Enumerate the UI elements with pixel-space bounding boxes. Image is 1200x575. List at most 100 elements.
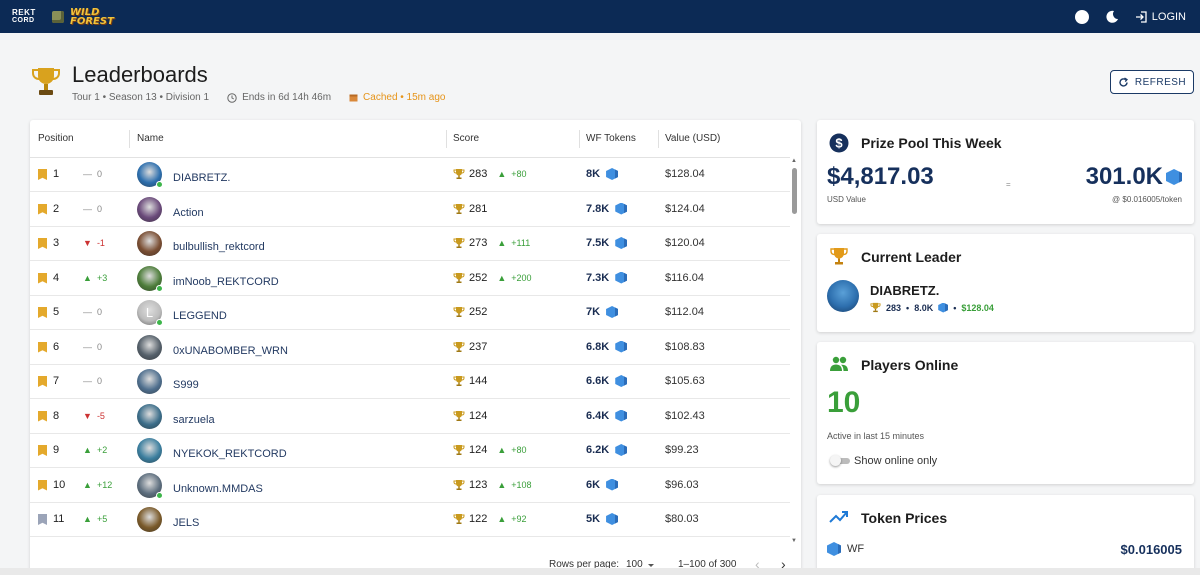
scroll-up-arrow-icon[interactable]: ▲ <box>791 158 797 164</box>
column-header-value-usd[interactable]: Value (USD) <box>665 133 721 144</box>
rank-change-arrow-icon: — <box>83 307 92 317</box>
table-scrollbar-thumb[interactable] <box>792 168 797 214</box>
table-row[interactable]: 4 ▲ +3 imNoob_REKTCORD 252 ▲ +200 7.3K $116.04 <box>30 262 790 296</box>
player-name[interactable]: NYEKOK_REKTCORD <box>173 448 287 460</box>
tokens-value: 7.3K <box>586 271 610 284</box>
avatar-initial: L <box>145 305 154 320</box>
rank-medal-icon <box>38 479 47 491</box>
player-name[interactable]: JELS <box>173 517 200 529</box>
rank-change-arrow-icon: ▲ <box>83 479 92 490</box>
column-header-score[interactable]: Score <box>453 133 480 144</box>
table-row[interactable]: 5 — 0 L LEGGEND 252 7K $112.04 <box>30 296 790 330</box>
svg-text:$: $ <box>835 136 843 151</box>
trophy-icon <box>453 169 465 179</box>
trophy-icon <box>453 445 465 455</box>
next-page-button[interactable]: › <box>781 556 786 572</box>
avatar[interactable] <box>137 334 162 360</box>
player-name[interactable]: imNoob_REKTCORD <box>173 275 279 288</box>
table-row[interactable]: 7 — 0 S999 144 6.6K $105.63 <box>30 365 790 399</box>
rank-change: — 0 <box>83 169 102 179</box>
rows-per-page-select[interactable]: 100 <box>626 559 655 570</box>
column-header-name[interactable]: Name <box>137 133 164 144</box>
column-header-wf-tokens[interactable]: WF Tokens <box>586 133 636 144</box>
table-row[interactable]: 6 — 0 0xUNABOMBER_WRN 237 6.8K $108.83 <box>30 331 790 365</box>
score-change-value: +80 <box>511 445 527 455</box>
value-usd: $108.83 <box>665 340 705 353</box>
equals-sign: = <box>1006 180 1011 189</box>
rank-change: ▼ -1 <box>83 238 105 248</box>
rank-medal-icon <box>38 445 47 456</box>
table-row[interactable]: 1 — 0 DIABRETZ. 283 ▲ +80 8K $128.04 <box>30 158 790 192</box>
dark-mode-moon-icon[interactable] <box>1105 10 1119 24</box>
avatar[interactable] <box>137 231 162 256</box>
column-header-position[interactable]: Position <box>38 133 74 144</box>
table-row[interactable]: 2 — 0 Action 281 7.8K $124.04 <box>30 193 790 227</box>
logo-wf-line1: WILD <box>70 6 100 18</box>
player-name[interactable]: Action <box>173 206 204 219</box>
refresh-button[interactable]: REFRESH <box>1110 70 1194 94</box>
wild-forest-logo[interactable]: WILD FOREST <box>70 6 114 26</box>
player-name[interactable]: 0xUNABOMBER_WRN <box>173 344 288 357</box>
table-header: Position Name Score WF Tokens Value (USD… <box>30 120 790 158</box>
tokens-cell: 6K <box>586 478 619 491</box>
score-change: ▲ +200 <box>497 272 532 283</box>
rank-change-arrow-icon: ▼ <box>83 238 92 248</box>
tokens-value: 6.4K <box>586 409 610 422</box>
player-name[interactable]: S999 <box>173 379 199 391</box>
value-usd: $116.04 <box>665 271 704 284</box>
status-circle-icon[interactable] <box>1074 9 1089 24</box>
avatar[interactable] <box>137 507 162 532</box>
rank-position: 2 <box>53 202 60 215</box>
player-name[interactable]: DIABRETZ. <box>173 172 231 184</box>
avatar[interactable] <box>137 438 162 463</box>
leader-name[interactable]: DIABRETZ. <box>870 283 940 298</box>
score-cell: 124 <box>453 410 487 422</box>
table-row[interactable]: 11 ▲ +5 JELS 122 ▲ +92 5K $80.03 <box>30 503 790 537</box>
rank-change: ▲ +2 <box>83 445 107 455</box>
table-row[interactable]: 8 ▼ -5 sarzuela 124 6.4K $102.43 <box>30 400 790 434</box>
rank-medal-icon <box>38 169 47 180</box>
wf-token-icon <box>615 340 628 353</box>
rektcord-logo[interactable]: REKT CORD <box>12 8 42 25</box>
show-online-label[interactable]: Show online only <box>854 455 938 467</box>
avatar[interactable]: L <box>137 300 163 326</box>
leader-usd: $128.04 <box>961 302 994 313</box>
leader-stats: 283 • 8.0K • $128.04 <box>870 302 994 313</box>
trophy-icon <box>870 302 881 313</box>
trophy-icon <box>453 479 465 490</box>
avatar[interactable] <box>137 472 163 499</box>
score-cell: 122 ▲ +92 <box>453 513 527 525</box>
previous-page-button[interactable]: ‹ <box>755 556 760 572</box>
token-rate: @ $0.016005/token <box>1112 195 1182 204</box>
table-row[interactable]: 9 ▲ +2 NYEKOK_REKTCORD 124 ▲ +80 6.2K $99.23 <box>30 434 790 468</box>
table-row[interactable]: 10 ▲ +12 Unknown.MMDAS 123 ▲ +108 6K $96.03 <box>30 469 790 503</box>
player-name[interactable]: LEGGEND <box>173 310 227 322</box>
online-indicator <box>156 491 163 499</box>
wf-token-icon <box>615 444 628 456</box>
show-online-toggle[interactable] <box>830 455 850 467</box>
avatar[interactable] <box>137 403 162 429</box>
players-online-title: Players Online <box>861 357 959 373</box>
player-name[interactable]: Unknown.MMDAS <box>173 482 263 495</box>
scroll-down-arrow-icon[interactable]: ▼ <box>791 538 797 544</box>
login-button[interactable]: LOGIN <box>1135 11 1186 23</box>
rank-change: ▲ +3 <box>83 273 107 283</box>
rank-change: — 0 <box>83 376 102 386</box>
tokens-value: 7K <box>586 306 601 318</box>
avatar[interactable] <box>137 265 163 292</box>
leader-avatar[interactable] <box>827 280 859 312</box>
wf-token-icon <box>606 513 619 525</box>
player-name[interactable]: bulbullish_rektcord <box>173 241 265 253</box>
score-value: 237 <box>469 340 488 353</box>
avatar[interactable] <box>137 196 162 222</box>
score-value: 283 <box>469 168 488 180</box>
rank-change-value: +5 <box>96 514 108 524</box>
player-name[interactable]: sarzuela <box>173 413 215 426</box>
tokens-value: 8K <box>586 168 601 180</box>
avatar[interactable] <box>137 162 163 188</box>
prize-pool-usd-label: USD Value <box>827 195 866 204</box>
table-row[interactable]: 3 ▼ -1 bulbullish_rektcord 273 ▲ +111 7.5K $12… <box>30 227 790 261</box>
score-cell: 144 <box>453 375 487 387</box>
avatar[interactable] <box>137 369 162 394</box>
online-subtitle: Active in last 15 minutes <box>827 431 925 441</box>
